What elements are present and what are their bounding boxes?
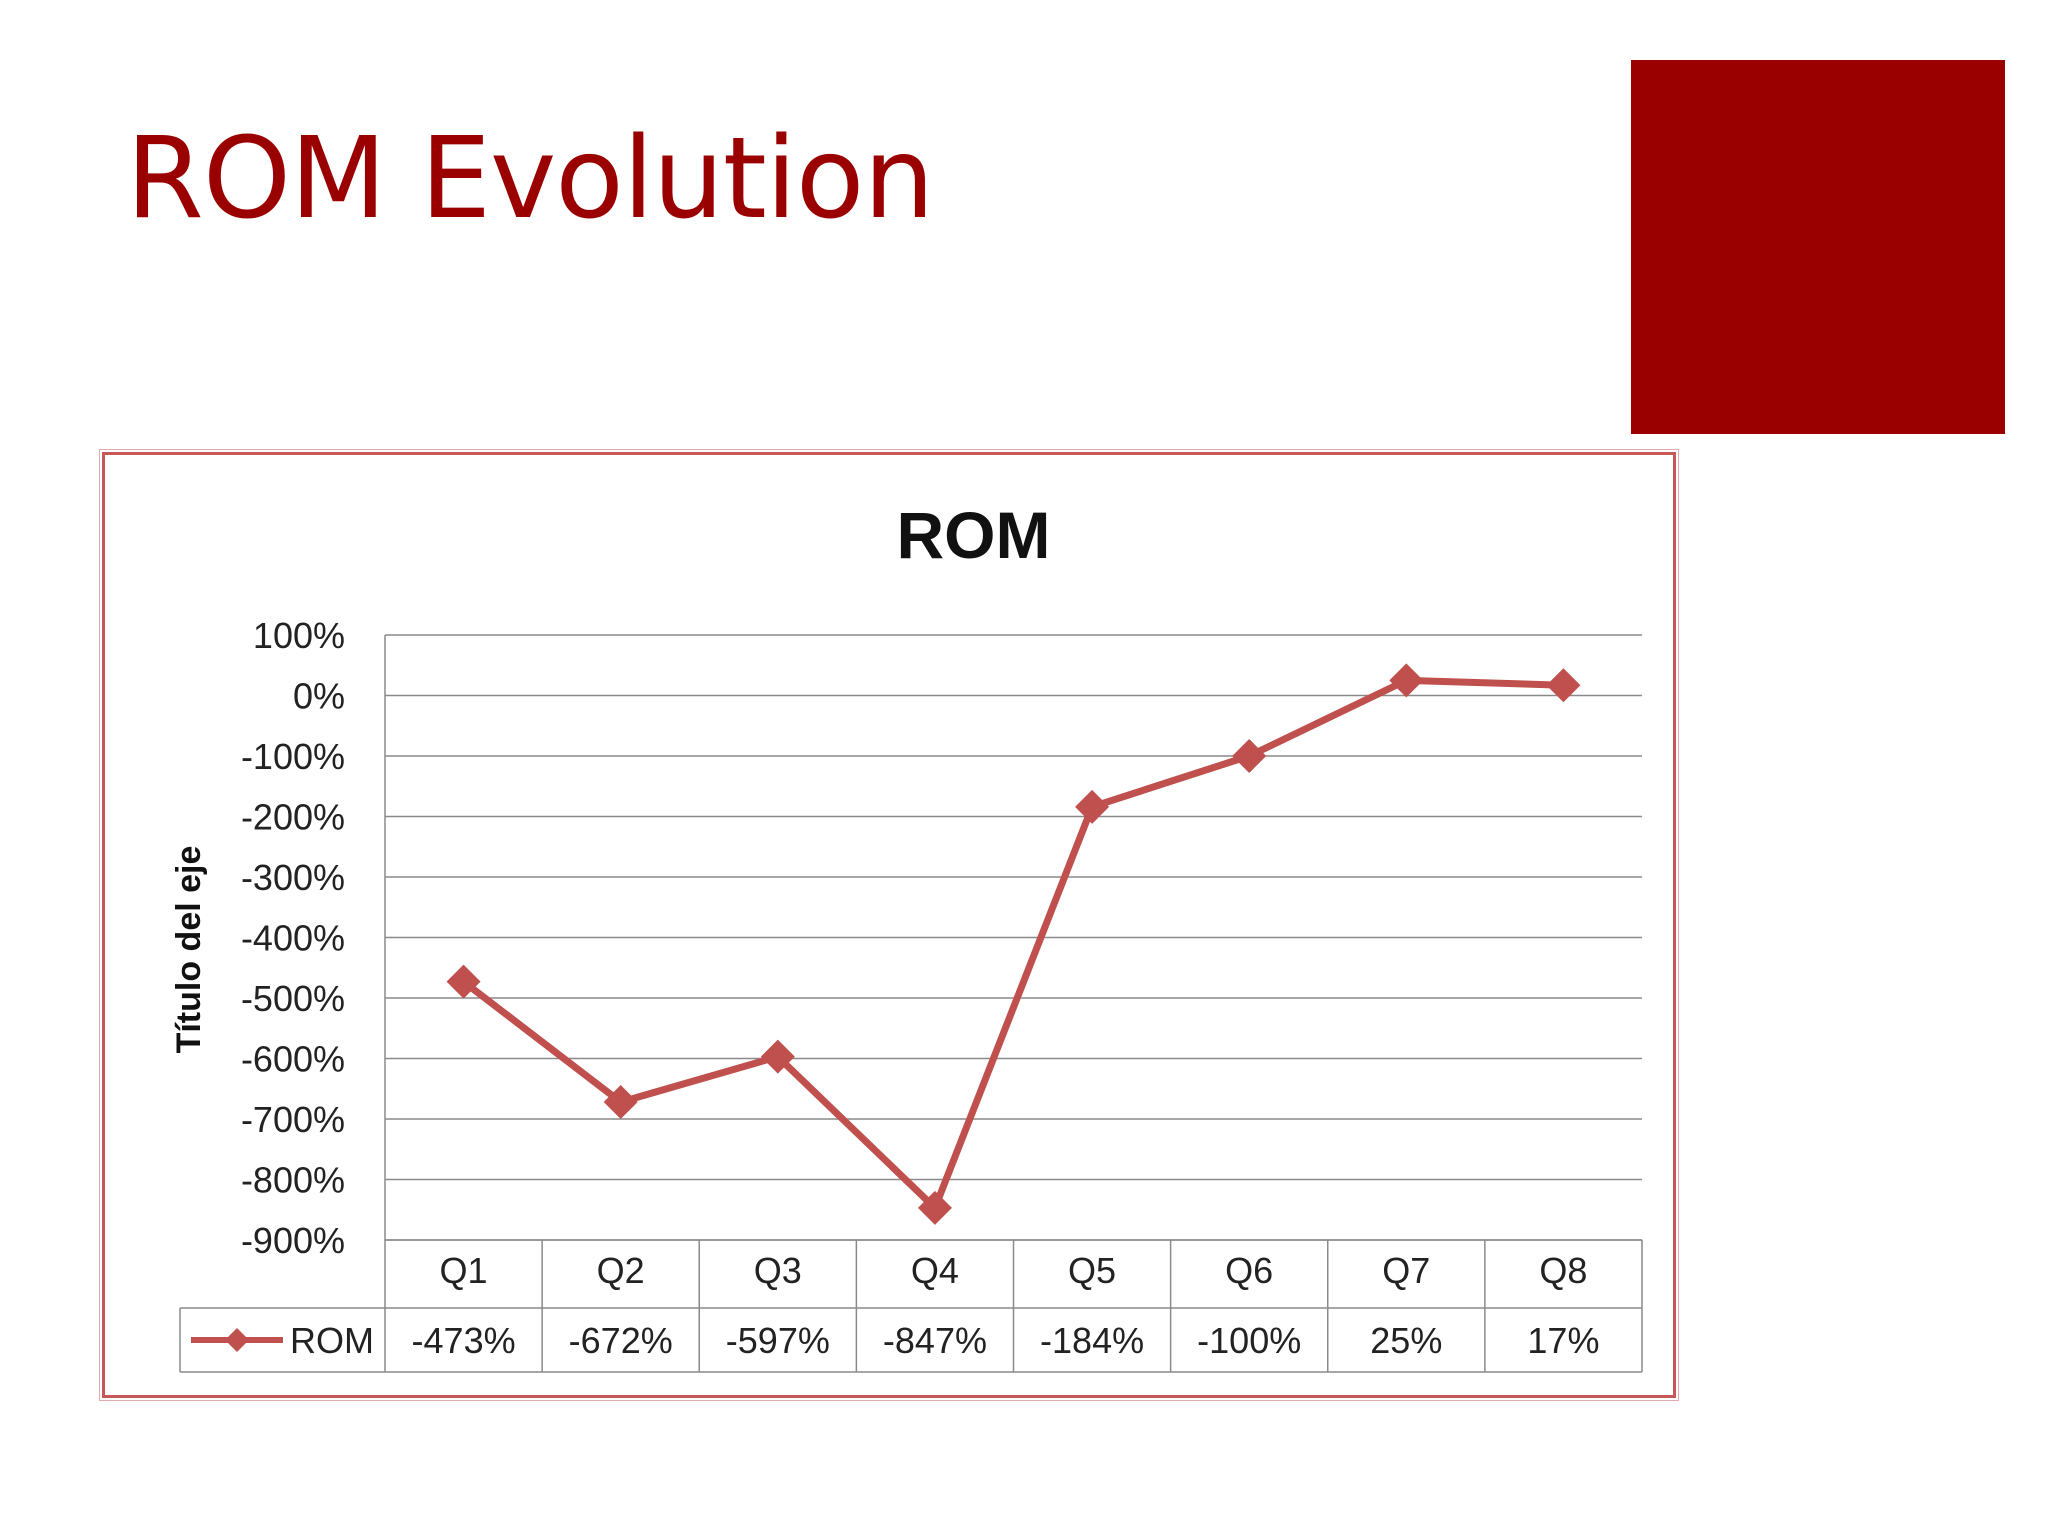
y-tick-label: -600% xyxy=(241,1039,345,1080)
y-tick-label: -400% xyxy=(241,918,345,959)
data-point-marker xyxy=(1546,668,1581,703)
chart-title: ROM xyxy=(897,498,1051,572)
accent-block xyxy=(1631,60,2005,434)
data-point-marker xyxy=(1232,739,1267,773)
legend-marker xyxy=(225,1328,249,1352)
y-tick-label: 0% xyxy=(293,676,345,717)
chart-frame: ROM 100% 0% -100% -200% -300% -400% -500% -600% -… xyxy=(99,449,1679,1401)
y-tick-label: -100% xyxy=(241,736,345,777)
slide-title: ROM Evolution xyxy=(126,114,934,244)
data-point-marker xyxy=(603,1085,638,1120)
y-tick-label: -500% xyxy=(241,978,345,1019)
data-point-marker xyxy=(1075,789,1110,824)
data-table-value: -473% xyxy=(412,1320,516,1361)
x-category-label: Q3 xyxy=(754,1250,802,1291)
y-tick-label: -200% xyxy=(241,797,345,838)
y-tick-label: -700% xyxy=(241,1099,345,1140)
rom-chart: ROM 100% 0% -100% -200% -300% -400% -500% -600% -… xyxy=(170,498,1643,1373)
data-table-value: 25% xyxy=(1370,1320,1442,1361)
y-axis-title: Título del eje xyxy=(170,846,208,1054)
y-tick-label: -300% xyxy=(241,857,345,898)
data-table-value: -672% xyxy=(569,1320,673,1361)
data-point-marker xyxy=(446,964,481,999)
data-point-marker xyxy=(760,1039,795,1074)
legend-label: ROM xyxy=(290,1320,374,1361)
x-category-label: Q1 xyxy=(440,1250,488,1291)
data-point-marker xyxy=(917,1190,952,1225)
series-line-rom xyxy=(461,676,1564,1212)
x-category-label: Q5 xyxy=(1068,1250,1116,1291)
data-table-value: 17% xyxy=(1527,1320,1599,1361)
y-tick-label: 100% xyxy=(253,615,345,656)
data-table-value: -847% xyxy=(883,1320,987,1361)
y-tick-label: -800% xyxy=(241,1160,345,1201)
x-category-label: Q6 xyxy=(1225,1250,1273,1291)
data-table-value: -184% xyxy=(1040,1320,1144,1361)
data-table-value: -100% xyxy=(1197,1320,1301,1361)
x-category-label: Q8 xyxy=(1539,1250,1587,1291)
y-tick-label: -900% xyxy=(241,1220,345,1261)
x-category-label: Q4 xyxy=(911,1250,959,1291)
x-category-label: Q2 xyxy=(597,1250,645,1291)
data-point-marker xyxy=(1389,663,1424,698)
data-table-value: -597% xyxy=(726,1320,830,1361)
x-category-label: Q7 xyxy=(1382,1250,1430,1291)
